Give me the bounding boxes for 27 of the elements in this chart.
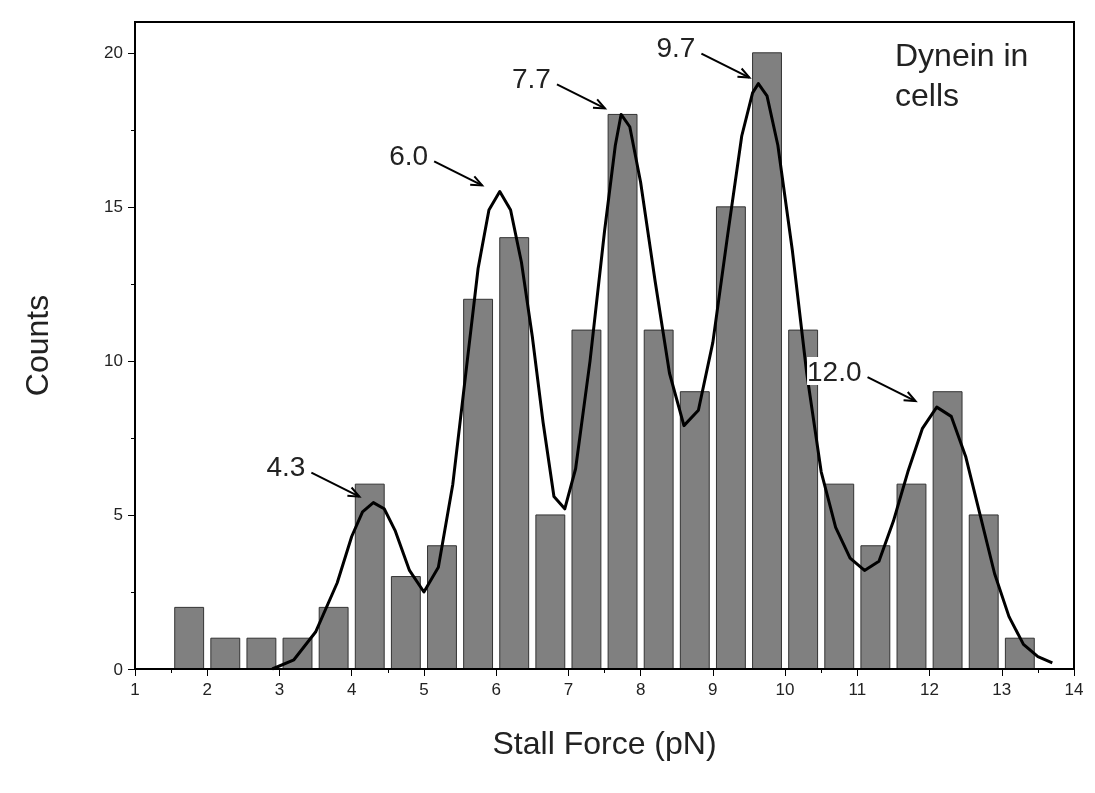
x-tick-label: 1 xyxy=(130,680,140,699)
y-tick-label: 5 xyxy=(113,505,123,525)
x-tick-label: 3 xyxy=(274,680,285,699)
annotation: Dynein in cells xyxy=(895,37,1038,113)
x-tick-label: 11 xyxy=(848,680,867,699)
x-tick-label: 12 xyxy=(920,680,939,699)
y-tick-label: 0 xyxy=(113,659,123,679)
x-tick-label: 4 xyxy=(346,680,357,699)
x-tick-label: 10 xyxy=(775,680,795,699)
x-tick-label: 13 xyxy=(992,680,1012,699)
annotation: 9.7 xyxy=(656,32,696,64)
x-tick-label: 8 xyxy=(635,680,646,699)
x-axis-title: Stall Force (pN) xyxy=(492,725,717,761)
x-tick-label: 14 xyxy=(1064,680,1084,699)
y-tick-label: 20 xyxy=(104,43,123,63)
x-tick-label: 7 xyxy=(563,680,574,699)
y-tick-label: 10 xyxy=(104,351,123,371)
annotation: 4.3 xyxy=(266,451,306,483)
annotation: 7.7 xyxy=(512,62,551,94)
y-tick-label: 15 xyxy=(104,197,123,217)
x-tick-label: 5 xyxy=(419,680,429,699)
annotation: 12.0 xyxy=(807,355,862,387)
x-tick-label: 6 xyxy=(491,680,501,699)
annotation: 6.0 xyxy=(389,139,429,171)
x-tick-label: 2 xyxy=(202,680,212,699)
y-axis-title: Counts xyxy=(19,294,55,397)
x-tick-label: 9 xyxy=(708,680,718,699)
